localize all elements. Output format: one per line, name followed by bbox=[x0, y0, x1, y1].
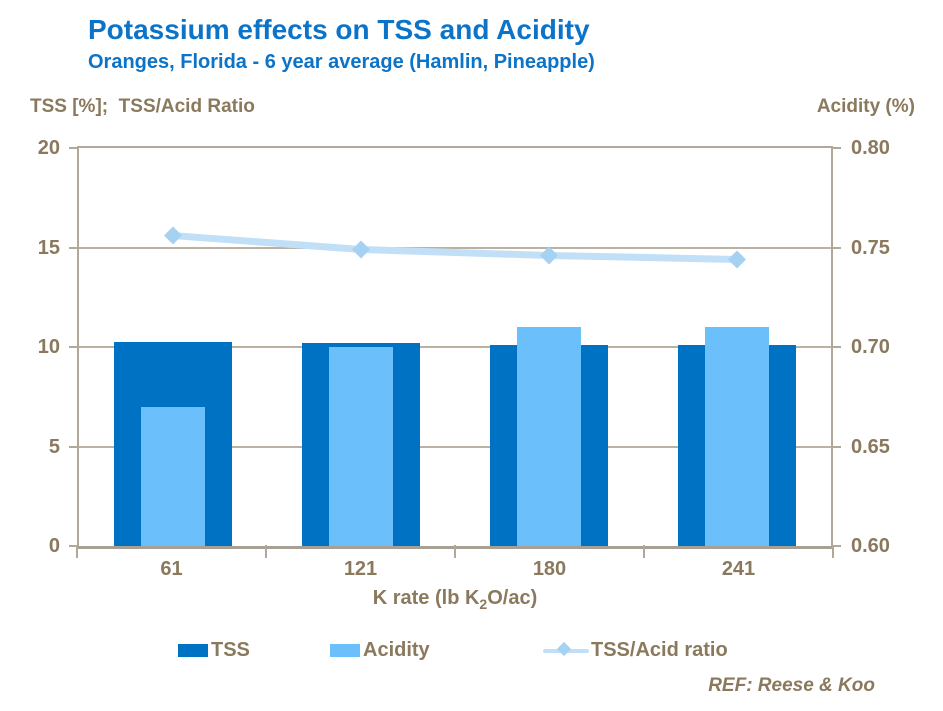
x-axis-title-pre: K rate (lb K bbox=[372, 587, 480, 609]
bar-acidity bbox=[517, 327, 581, 546]
right-axis-tick-label: 0.75 bbox=[851, 236, 890, 259]
x-axis-tick bbox=[643, 545, 645, 558]
x-axis-title-subscript: 2 bbox=[479, 596, 488, 612]
x-axis-tick bbox=[76, 545, 78, 558]
legend-label-acidity: Acidity bbox=[363, 638, 430, 661]
gridline bbox=[79, 246, 831, 249]
bar-acidity bbox=[329, 347, 393, 546]
right-axis-tick bbox=[833, 346, 841, 348]
x-axis-title: K rate (lb K2O/ac) bbox=[77, 587, 833, 612]
ratio-line-marker-icon bbox=[543, 641, 589, 658]
left-axis-title: TSS [%]; TSS/Acid Ratio bbox=[30, 96, 255, 117]
left-axis-tick-label: 0 bbox=[48, 535, 60, 557]
bar-acidity bbox=[141, 406, 205, 546]
left-axis-tick bbox=[69, 346, 77, 348]
x-axis-title-post: O/ac) bbox=[487, 587, 538, 609]
right-axis-tick-label: 0.60 bbox=[851, 535, 890, 557]
right-axis-tick bbox=[833, 147, 841, 149]
x-axis-category-label: 180 bbox=[532, 558, 567, 580]
x-axis-tick bbox=[454, 545, 456, 558]
chart-title: Potassium effects on TSS and Acidity bbox=[88, 14, 590, 45]
x-axis-tick bbox=[832, 545, 834, 558]
legend-item-ratio: TSS/Acid ratio bbox=[543, 636, 728, 664]
legend-item-acidity: Acidity bbox=[330, 636, 430, 664]
chart-subtitle: Oranges, Florida - 6 year average (Hamli… bbox=[88, 51, 595, 73]
legend-label-ratio: TSS/Acid ratio bbox=[591, 638, 728, 661]
ratio-line bbox=[164, 226, 746, 269]
acidity-swatch-icon bbox=[330, 643, 360, 657]
right-axis-tick bbox=[833, 246, 841, 249]
x-axis-category-label: 121 bbox=[343, 558, 378, 580]
left-axis-tick-label: 5 bbox=[48, 435, 60, 458]
x-axis-category-label: 241 bbox=[721, 558, 756, 580]
x-axis-tick bbox=[265, 545, 267, 558]
tss-swatch-icon bbox=[178, 643, 208, 657]
left-axis-tick-label: 20 bbox=[37, 137, 60, 159]
right-axis-tick-label: 0.65 bbox=[851, 435, 890, 458]
left-axis-tick-label: 10 bbox=[37, 336, 60, 358]
right-axis-tick bbox=[833, 545, 841, 547]
legend-label-tss: TSS bbox=[211, 638, 250, 661]
left-axis-tick bbox=[69, 147, 77, 149]
left-axis-tick bbox=[69, 246, 77, 249]
gridline bbox=[79, 445, 831, 448]
legend-item-tss: TSS bbox=[178, 636, 250, 664]
right-axis-tick bbox=[833, 445, 841, 448]
x-axis-category-label: 61 bbox=[160, 558, 183, 580]
left-axis-tick bbox=[69, 545, 77, 547]
right-axis-title: Acidity (%) bbox=[816, 96, 915, 117]
right-axis-tick-label: 0.70 bbox=[851, 336, 890, 358]
ratio-marker-diamond-icon bbox=[352, 240, 370, 259]
ref-note: REF: Reese & Koo bbox=[708, 675, 875, 696]
ratio-marker-diamond-icon bbox=[164, 226, 182, 245]
left-axis-tick bbox=[69, 445, 77, 448]
plot-area bbox=[77, 146, 833, 549]
gridline bbox=[79, 346, 831, 348]
legend: TSS Acidity TSS/Acid ratio bbox=[0, 636, 943, 664]
bar-acidity bbox=[705, 327, 769, 546]
right-axis-tick-label: 0.80 bbox=[851, 137, 890, 159]
left-axis-tick-label: 15 bbox=[37, 236, 60, 259]
ratio-marker-diamond-icon bbox=[540, 246, 558, 265]
ratio-marker-diamond-icon bbox=[728, 250, 746, 269]
